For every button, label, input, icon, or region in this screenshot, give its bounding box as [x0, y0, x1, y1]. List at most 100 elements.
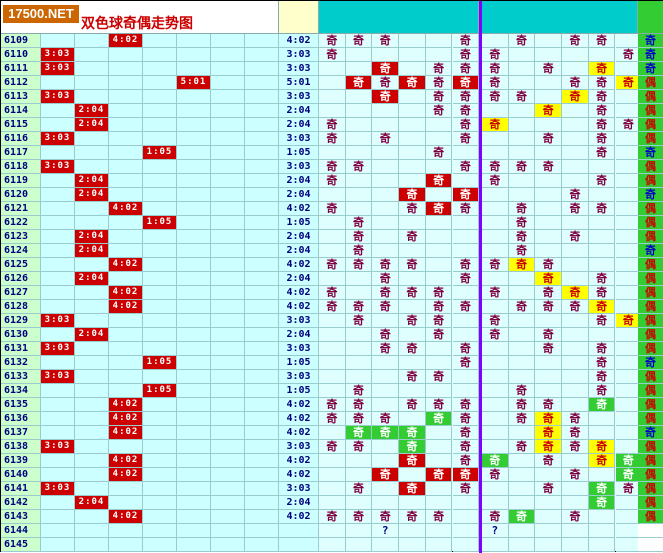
ratio-cell [41, 76, 75, 90]
ratio-cell [245, 426, 279, 440]
ratio-cell [41, 356, 75, 370]
parity-cell [345, 188, 373, 202]
ratio-cell [143, 76, 177, 90]
parity-cell [562, 216, 589, 230]
parity-cell [399, 412, 426, 426]
parity-cell [562, 496, 589, 510]
ratio-mark: 4:02 [109, 412, 143, 426]
ratio-cell [177, 482, 211, 496]
parity-cell [372, 216, 400, 230]
header-ratio [279, 1, 319, 34]
parity-cell [535, 510, 563, 524]
ratio-cell [245, 300, 279, 314]
parity-cell: 奇 [588, 76, 616, 90]
ratio-cell [211, 90, 245, 104]
parity-cell: 奇 [345, 426, 373, 440]
table-row: 6121 4:02 4:02 奇奇奇奇奇奇奇偶 [1, 202, 663, 216]
parity-cell [562, 160, 589, 174]
ratio-cell [143, 272, 177, 286]
parity-cell [425, 342, 453, 356]
parity-cell: 奇 [319, 258, 346, 272]
ratio-cell [109, 342, 143, 356]
blue-ball-parity: 奇 [638, 188, 663, 202]
parity-cell: 奇 [452, 258, 480, 272]
blue-ball-parity: 偶 [638, 510, 663, 524]
ratio-cell [245, 384, 279, 398]
blue-ball-parity [638, 538, 663, 552]
parity-cell: 奇 [399, 286, 426, 300]
ratio-value: 3:03 [279, 90, 319, 104]
parity-cell: 奇 [508, 230, 536, 244]
parity-cell [562, 384, 589, 398]
ratio-cell [177, 398, 211, 412]
blue-ball-parity: 奇 [638, 356, 663, 370]
ratio-cell [245, 160, 279, 174]
ratio-cell [211, 244, 245, 258]
parity-cell [535, 230, 563, 244]
ratio-cell [41, 398, 75, 412]
issue-number: 6128 [1, 300, 41, 314]
parity-cell: 奇 [482, 286, 509, 300]
parity-cell [425, 230, 453, 244]
issue-number: 6124 [1, 244, 41, 258]
parity-cell [425, 356, 453, 370]
ratio-cell [245, 398, 279, 412]
ratio-cell [143, 412, 177, 426]
ratio-mark: 3:03 [41, 440, 75, 454]
parity-cell [425, 132, 453, 146]
parity-cell [562, 272, 589, 286]
parity-cell [482, 132, 509, 146]
ratio-cell [245, 342, 279, 356]
parity-cell [372, 118, 400, 132]
parity-cell: 奇 [562, 300, 589, 314]
parity-cell [399, 468, 426, 482]
parity-cell [482, 538, 509, 552]
parity-cell: 奇 [452, 482, 480, 496]
parity-cell [535, 90, 563, 104]
parity-cell: 奇 [372, 300, 400, 314]
table-row: 6133 3:03 3:03 奇奇奇偶 [1, 370, 663, 384]
ratio-cell [143, 482, 177, 496]
parity-cell [482, 398, 509, 412]
parity-cell [452, 146, 480, 160]
parity-cell: 奇 [345, 398, 373, 412]
parity-cell: 奇 [588, 90, 616, 104]
ratio-cell [245, 482, 279, 496]
parity-cell: 奇 [345, 216, 373, 230]
ratio-value: 2:04 [279, 244, 319, 258]
parity-cell [425, 384, 453, 398]
parity-cell [588, 426, 616, 440]
ratio-cell [75, 300, 109, 314]
parity-cell: 奇 [345, 244, 373, 258]
ratio-cell [245, 104, 279, 118]
parity-cell [562, 370, 589, 384]
ratio-cell [75, 384, 109, 398]
parity-cell: 奇 [345, 258, 373, 272]
ratio-cell [109, 272, 143, 286]
parity-cell: 奇 [562, 286, 589, 300]
ratio-cell [109, 118, 143, 132]
parity-cell [482, 216, 509, 230]
ratio-cell [109, 496, 143, 510]
table-row: 6124 2:04 2:04 奇 奇 奇 [1, 244, 663, 258]
parity-cell [345, 132, 373, 146]
parity-cell: 奇 [452, 104, 480, 118]
ratio-cell [211, 440, 245, 454]
parity-cell: 奇 [535, 454, 563, 468]
issue-number: 6136 [1, 412, 41, 426]
ratio-cell [211, 188, 245, 202]
ratio-cell [245, 286, 279, 300]
issue-number: 6112 [1, 76, 41, 90]
parity-cell: 奇 [452, 62, 480, 76]
ratio-cell [75, 454, 109, 468]
parity-cell [508, 146, 536, 160]
table-row: 6118 3:03 3:03 奇奇奇奇奇奇偶 [1, 160, 663, 174]
parity-cell [535, 48, 563, 62]
parity-cell [588, 48, 616, 62]
parity-cell [399, 272, 426, 286]
parity-cell: 奇 [425, 314, 453, 328]
parity-cell [562, 258, 589, 272]
ratio-cell [177, 216, 211, 230]
parity-cell [399, 90, 426, 104]
ratio-value: 2:04 [279, 272, 319, 286]
